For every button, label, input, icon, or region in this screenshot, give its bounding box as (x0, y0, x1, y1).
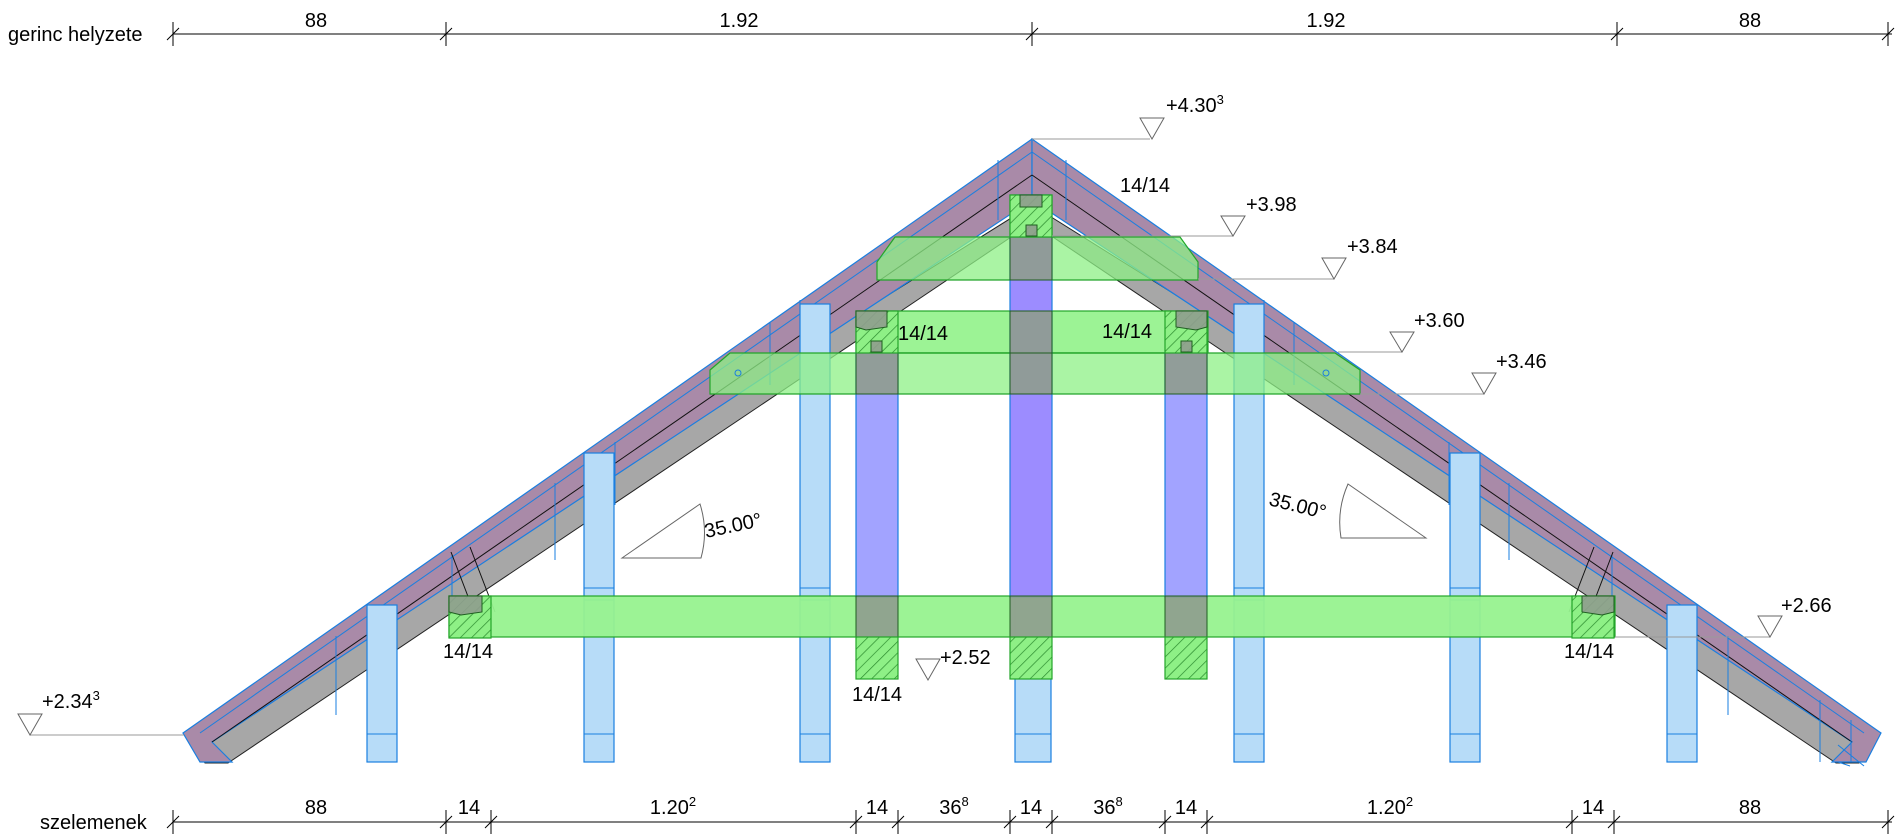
section-label-foot: 14/14 (852, 684, 902, 706)
bottom-dim-10: 14 (1582, 797, 1604, 819)
section-label-low-right: 14/14 (1564, 641, 1614, 663)
bottom-dim-8: 14 (1175, 797, 1197, 819)
top-dim-1: 88 (305, 10, 327, 32)
elev-1: +4.303 (1166, 92, 1224, 117)
elev-8: +2.343 (42, 688, 100, 713)
bottom-dim-3: 1.202 (650, 794, 696, 819)
elev-7: +2.52 (940, 647, 991, 669)
bottom-dim-7: 368 (1093, 794, 1122, 819)
bottom-dim-4: 14 (866, 797, 888, 819)
bottom-dim-2: 14 (458, 797, 480, 819)
top-dim-3: 1.92 (1307, 10, 1346, 32)
elev-3: +3.84 (1347, 236, 1398, 258)
purlin-foot-left (855, 636, 899, 680)
angle-left-label: 35.00° (702, 509, 763, 543)
top-dimension-row: gerinc helyzete 88 1.92 1.92 88 (8, 10, 1895, 46)
section-label-ridge: 14/14 (1120, 175, 1170, 197)
top-row-label: gerinc helyzete (8, 24, 143, 46)
bottom-dim-5: 368 (939, 794, 968, 819)
top-dimension-ticks (166, 22, 1895, 46)
bottom-dim-11: 88 (1739, 797, 1761, 819)
bottom-dimension-ticks (166, 810, 1895, 834)
section-label-mid-right: 14/14 (1102, 321, 1152, 343)
section-label-low-left: 14/14 (443, 641, 493, 663)
bottom-row-label: szelemenek (40, 812, 148, 834)
bottom-dim-6: 14 (1020, 797, 1042, 819)
top-dim-2: 1.92 (720, 10, 759, 32)
elev-5: +3.46 (1496, 351, 1547, 373)
purlin-foot-right (1164, 636, 1208, 680)
top-dim-4: 88 (1739, 10, 1761, 32)
bottom-dim-1: 88 (305, 797, 327, 819)
elev-4: +3.60 (1414, 310, 1465, 332)
purlin-sections (448, 194, 1615, 680)
angle-right-label: 35.00° (1267, 489, 1329, 524)
elev-6: +2.66 (1781, 595, 1832, 617)
bottom-dimension-row: szelemenek 88 14 1.202 14 368 14 368 14 … (40, 794, 1895, 834)
section-label-mid-left: 14/14 (898, 323, 948, 345)
purlin-foot-mid (1009, 636, 1053, 680)
elevation-markers: +4.303 +3.98 +3.84 +3.60 +3.46 +2.66 +2.… (17, 92, 1832, 737)
elev-2: +3.98 (1246, 194, 1297, 216)
bottom-dim-9: 1.202 (1367, 794, 1413, 819)
section-labels: 14/14 14/14 14/14 14/14 14/14 14/14 (443, 175, 1614, 706)
